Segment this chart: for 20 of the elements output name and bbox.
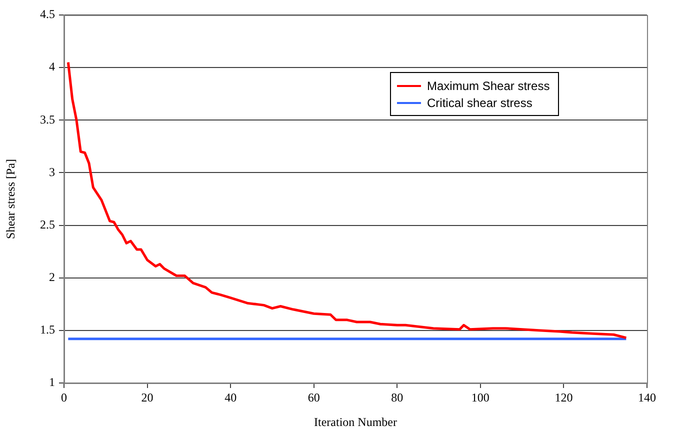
x-tick-label: 140 [638,390,656,404]
y-tick-label: 3.5 [40,112,55,126]
y-tick-label: 4.5 [40,7,55,22]
legend-label: Critical shear stress [427,96,532,110]
x-tick-label: 100 [471,390,490,404]
y-tick-label: 1 [49,375,55,390]
x-tick-label: 20 [141,390,154,404]
x-tick-label: 120 [554,390,573,404]
y-tick-label: 3 [49,164,55,179]
x-tick-label: 40 [224,390,237,404]
x-tick-label: 60 [308,390,320,404]
x-tick-label: 80 [391,390,404,404]
x-axis-title: Iteration Number [314,414,397,429]
legend-label: Maximum Shear stress [427,78,550,92]
x-tick-label: 0 [61,390,67,404]
y-tick-label: 2 [49,270,55,284]
y-tick-label: 2.5 [40,217,55,232]
y-tick-label: 1.5 [40,322,55,337]
y-tick-label: 4 [49,60,55,74]
y-axis-title: Shear stress [Pa] [3,159,18,239]
